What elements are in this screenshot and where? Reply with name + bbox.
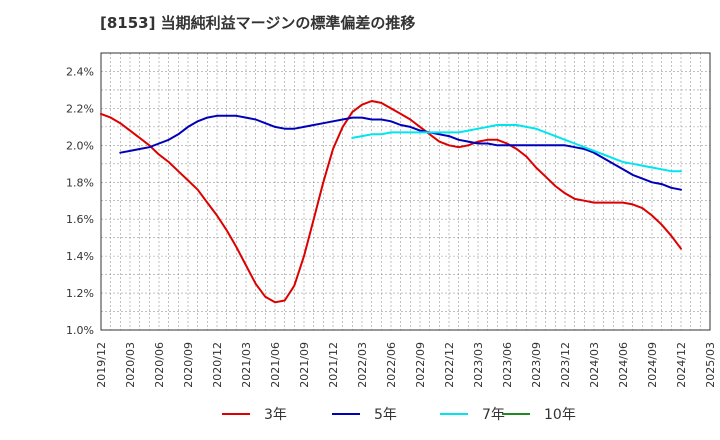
x-tick-label: 2022/06 — [385, 342, 398, 388]
y-axis-ticks: 1.0% 1.2% 1.4% 1.6% 1.8% 2.0% 2.2% 2.4% — [66, 65, 94, 337]
x-tick-label: 2020/06 — [153, 342, 166, 388]
x-tick-label: 2022/12 — [443, 342, 456, 388]
x-tick-label: 2024/03 — [588, 342, 601, 388]
series-line-3年 — [100, 100, 682, 304]
x-tick-label: 2022/03 — [356, 342, 369, 388]
y-tick-label: 2.2% — [66, 102, 94, 115]
x-tick-label: 2019/12 — [95, 342, 108, 388]
y-tick-label: 2.4% — [66, 65, 94, 78]
y-tick-label: 1.4% — [66, 250, 94, 263]
x-tick-label: 2021/06 — [269, 342, 282, 388]
series-line-7年 — [351, 124, 682, 173]
y-tick-label: 1.8% — [66, 176, 94, 189]
x-tick-label: 2024/06 — [617, 342, 630, 388]
x-tick-label: 2023/06 — [501, 342, 514, 388]
x-tick-label: 2023/09 — [530, 342, 543, 388]
y-tick-label: 1.6% — [66, 213, 94, 226]
x-tick-label: 2021/12 — [327, 342, 340, 388]
x-tick-label: 2024/09 — [646, 342, 659, 388]
y-tick-label: 1.2% — [66, 287, 94, 300]
legend-label-7年: 7年 — [482, 407, 505, 423]
x-tick-label: 2024/12 — [675, 342, 688, 388]
y-tick-label: 1.0% — [66, 324, 94, 337]
series-line-5年 — [119, 114, 682, 191]
chart-title: [8153] 当期純利益マージンの標準偏差の推移 — [100, 14, 416, 32]
series-lines — [100, 100, 682, 304]
x-tick-label: 2025/03 — [704, 342, 717, 388]
y-tick-label: 2.0% — [66, 139, 94, 152]
x-tick-label: 2020/09 — [182, 342, 195, 388]
x-tick-label: 2022/09 — [414, 342, 427, 388]
x-tick-label: 2021/09 — [298, 342, 311, 388]
x-tick-label: 2020/12 — [211, 342, 224, 388]
legend: 3年 5年 7年 10年 — [222, 407, 576, 423]
legend-label-5年: 5年 — [374, 407, 397, 423]
grid — [101, 53, 710, 330]
plot-area — [100, 52, 711, 331]
x-axis-ticks: 2019/12 2020/03 2020/06 2020/09 2020/12 2021/… — [95, 342, 717, 388]
legend-label-10年: 10年 — [544, 407, 576, 423]
x-tick-label: 2021/03 — [240, 342, 253, 388]
x-tick-label: 2023/03 — [472, 342, 485, 388]
legend-label-3年: 3年 — [264, 407, 287, 423]
x-tick-label: 2023/12 — [559, 342, 572, 388]
x-tick-label: 2020/03 — [124, 342, 137, 388]
